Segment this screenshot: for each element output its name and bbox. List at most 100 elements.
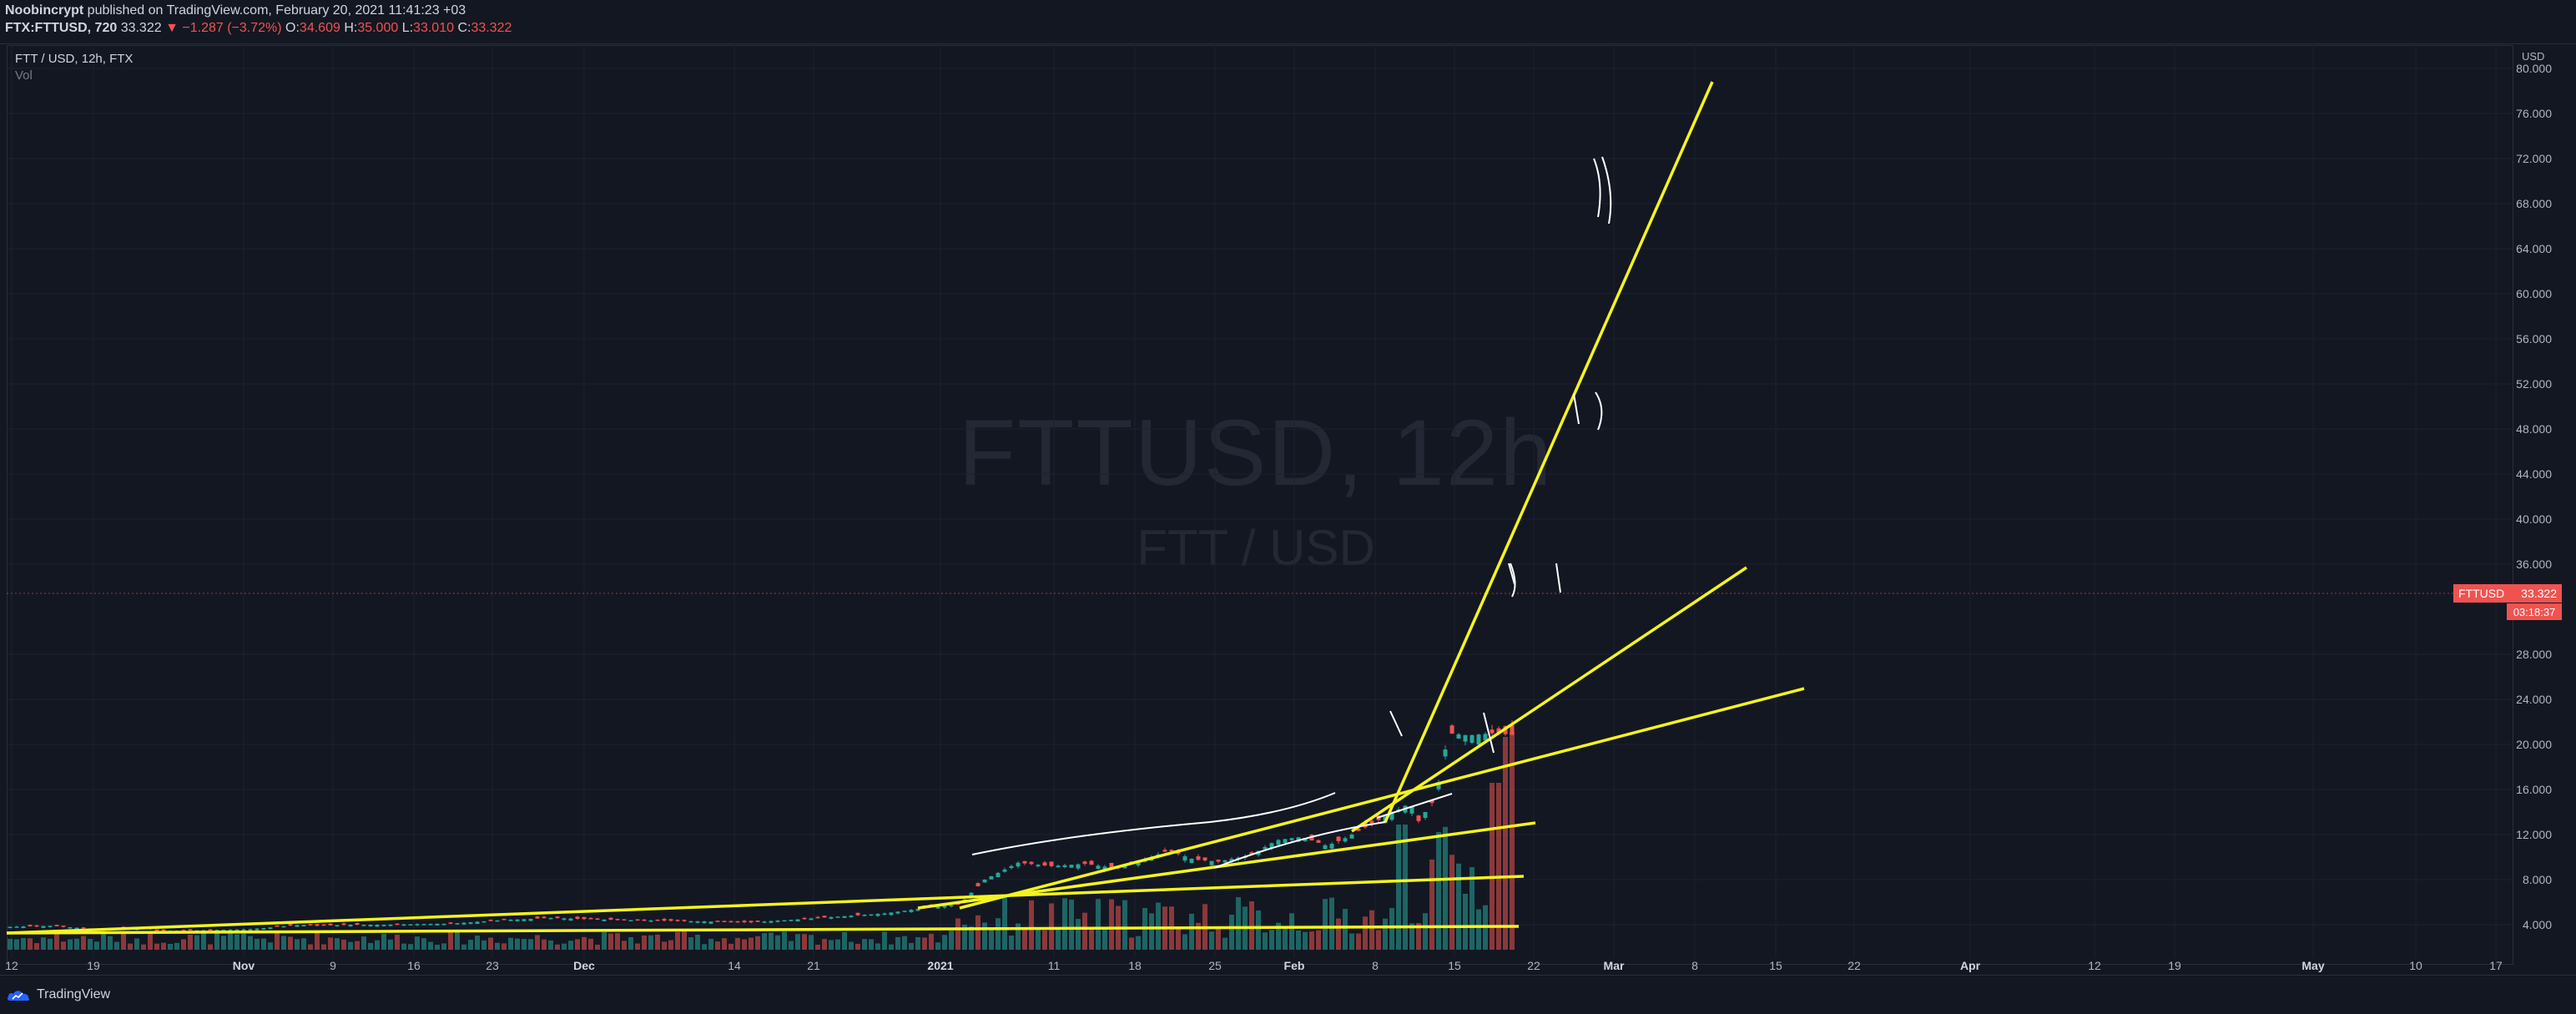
volume-bar [1209, 931, 1214, 950]
price-chart[interactable]: 80.000 76.000 72.000 68.000 64.000 60.000 56.0… [0, 0, 2576, 975]
volume-bar [8, 938, 13, 950]
volume-bar [488, 937, 493, 950]
open-label: O: [285, 21, 300, 35]
candle-body [895, 911, 900, 914]
volume-bar [515, 938, 520, 950]
series-legend[interactable]: FTT / USD, 12h, FTX [15, 52, 134, 66]
candle-body [1289, 838, 1294, 840]
volume-bar [715, 941, 720, 950]
candle-body [8, 926, 13, 929]
yellow-trend-line[interactable] [6, 875, 1525, 935]
freehand-drawing[interactable] [1389, 710, 1403, 737]
volume-bar [809, 935, 814, 950]
price-tick-label: 52.000 [2516, 377, 2552, 391]
candle-body [1076, 864, 1081, 869]
volume-bar [361, 936, 366, 950]
time-tick-label: 22 [1848, 959, 1861, 972]
volume-bar [762, 933, 767, 950]
volume-bar [168, 943, 173, 950]
volume-bar [535, 935, 540, 950]
candle-body [522, 919, 527, 921]
publisher-line: Noobincrypt published on TradingView.com… [5, 3, 466, 18]
volume-bar [1236, 896, 1241, 950]
volume-bar [328, 937, 333, 950]
volume-bar [575, 939, 580, 950]
volume-bar [275, 931, 280, 950]
volume-bar [528, 939, 533, 950]
candle-body [1303, 838, 1308, 841]
yellow-trend-line[interactable] [1384, 81, 1714, 823]
candle-body [1423, 812, 1428, 819]
freehand-drawing[interactable] [1508, 562, 1515, 585]
freehand-drawing[interactable] [1555, 562, 1561, 593]
freehand-drawing[interactable] [1601, 156, 1612, 224]
candle-body [208, 929, 213, 931]
candle-body [34, 925, 39, 927]
candle-body [1202, 857, 1207, 860]
freehand-drawing[interactable] [1483, 712, 1495, 754]
volume-legend[interactable]: Vol [15, 68, 33, 83]
volume-bar [14, 939, 19, 950]
candle-body [1022, 860, 1027, 864]
candle-body [1263, 846, 1268, 850]
candle-body [361, 925, 366, 926]
candle-body [975, 883, 980, 886]
freehand-drawing[interactable] [1573, 393, 1580, 425]
publish-header: Noobincrypt published on TradingView.com… [0, 0, 2576, 44]
time-axis: 12 19 Nov 9 16 23 Dec 14 21 2021 11 18 25 Feb 8 15 22 Mar… [5, 959, 2503, 972]
time-tick-label: 19 [87, 959, 100, 972]
volume-bar [1510, 731, 1515, 950]
volume-bar [815, 944, 820, 950]
candle-body [1182, 856, 1187, 861]
candle-body [775, 921, 780, 922]
volume-bar [1309, 931, 1314, 950]
freehand-drawing[interactable] [1213, 821, 1386, 869]
chart-grid [7, 45, 2512, 958]
candle-body [1490, 729, 1495, 734]
time-tick-label: Dec [573, 959, 595, 972]
candle-body [381, 925, 386, 926]
candle-body [448, 922, 453, 924]
candle-body [702, 921, 707, 924]
candle-body [1089, 860, 1094, 865]
candle-body [1283, 839, 1288, 844]
price-tick-label: 28.000 [2516, 648, 2552, 661]
candle-body [782, 920, 787, 922]
chart-pane[interactable] [7, 45, 2513, 965]
candle-body [161, 929, 166, 931]
volume-bar [1089, 927, 1094, 950]
candle-body [1369, 820, 1374, 825]
candle-body [68, 926, 73, 929]
candle-body [308, 924, 313, 926]
symbol-watermark-description: FTT / USD [1137, 520, 1375, 576]
cloud-logo-icon [7, 991, 30, 1001]
volume-bar [1323, 899, 1328, 950]
volume-bar [301, 938, 306, 950]
candle-body [28, 925, 33, 926]
candle-body [335, 925, 340, 927]
freehand-drawing[interactable] [971, 792, 1336, 855]
yellow-trend-line[interactable] [6, 925, 1520, 935]
time-tick-label: 15 [1448, 959, 1461, 972]
candlestick-series [8, 720, 1515, 933]
volume-bar [74, 938, 79, 950]
freehand-drawing[interactable] [1593, 158, 1601, 218]
volume-bar [121, 931, 126, 950]
freehand-drawing[interactable] [1510, 562, 1516, 598]
volume-bar [895, 936, 900, 950]
freehand-drawing[interactable] [1376, 793, 1453, 819]
yellow-trend-line[interactable] [917, 821, 1536, 910]
freehand-drawing[interactable] [1595, 391, 1603, 431]
volume-bar [28, 938, 33, 950]
yellow-trend-line[interactable] [1351, 566, 1747, 833]
volume-bar [248, 936, 253, 950]
candle-body [996, 872, 1001, 877]
volume-bar [241, 933, 246, 950]
yellow-trend-line[interactable] [959, 687, 1805, 910]
tradingview-logo[interactable]: TradingView [7, 987, 110, 1002]
volume-bar [1349, 933, 1354, 950]
volume-bar [542, 939, 547, 950]
author-name[interactable]: Noobincrypt [5, 3, 84, 18]
volume-bar [602, 931, 607, 950]
volume-bar [408, 944, 413, 950]
